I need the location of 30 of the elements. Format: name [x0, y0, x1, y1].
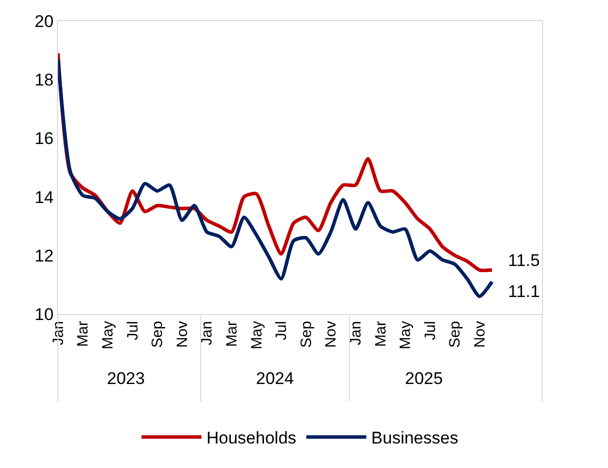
text: 2025: [405, 369, 443, 388]
x-tick-label: Jul: [273, 321, 290, 340]
y-tick-label: 14: [34, 188, 54, 207]
x-tick-label: Sep: [298, 321, 315, 348]
y-tick-label: 12: [34, 246, 54, 266]
x-tick-label: Nov: [174, 320, 191, 348]
x-tick-label: Sep: [446, 321, 464, 348]
x-tick-label: Nov: [322, 320, 340, 348]
x-tick-label: May: [397, 320, 414, 350]
text: 2024: [256, 369, 294, 388]
x-tick-label: Jan: [198, 321, 216, 346]
legend-label: Households: [206, 428, 296, 448]
x-tick-label: Nov: [471, 320, 488, 348]
y-tick-label: 16: [34, 129, 54, 148]
x-tick-label: Jan: [347, 321, 364, 346]
legend-label: Businesses: [371, 428, 458, 448]
x-tick-label: Sep: [149, 321, 166, 348]
y-tick-label: 18: [34, 70, 54, 90]
y-tick-label: 10: [34, 304, 54, 324]
x-tick-label: Jul: [124, 321, 142, 340]
x-tick-label: May: [99, 320, 116, 350]
data-label: 11.1: [508, 282, 540, 301]
data-label: 11.5: [508, 251, 540, 270]
x-tick-label: Mar: [372, 321, 390, 347]
x-tick-label: Mar: [74, 321, 92, 347]
x-tick-label: Mar: [223, 321, 240, 347]
x-tick-label: Jul: [422, 321, 439, 340]
x-tick-label: May: [248, 320, 266, 350]
y-tick-label: 20: [34, 12, 54, 31]
text: 2023: [107, 369, 145, 388]
